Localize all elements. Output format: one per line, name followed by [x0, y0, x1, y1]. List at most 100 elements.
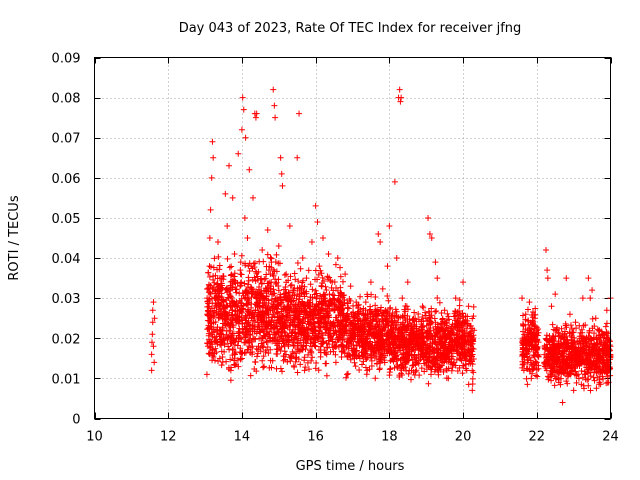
data-point [231, 302, 238, 309]
data-point [524, 381, 531, 388]
data-point [296, 313, 303, 320]
y-tick-label: 0 [72, 413, 80, 428]
data-point [368, 362, 375, 369]
data-point [240, 329, 247, 336]
x-tick-label: 14 [234, 430, 251, 445]
data-point [359, 324, 366, 331]
data-point [224, 312, 231, 319]
y-tick-label: 0.04 [52, 252, 81, 267]
data-point [368, 291, 375, 298]
data-point [247, 344, 254, 351]
data-point [322, 329, 329, 336]
x-tick-label: 22 [529, 430, 546, 445]
data-point [329, 336, 336, 343]
y-tick-label: 0.07 [52, 132, 81, 147]
data-point [302, 336, 309, 343]
data-point [236, 297, 243, 304]
data-point [308, 239, 315, 246]
data-point [253, 295, 260, 302]
data-point [415, 310, 422, 317]
data-point [234, 342, 241, 349]
data-point [432, 259, 439, 266]
data-point [590, 374, 597, 381]
data-point [249, 276, 256, 283]
data-point [351, 351, 358, 358]
data-point [213, 303, 220, 310]
data-point [207, 206, 214, 213]
data-point [338, 353, 345, 360]
data-point [425, 380, 432, 387]
data-point [373, 350, 380, 357]
data-point [220, 334, 227, 341]
data-point [322, 360, 329, 367]
data-point [233, 319, 240, 326]
data-point [284, 312, 291, 319]
data-point [357, 293, 364, 300]
data-point [264, 251, 271, 258]
data-point [310, 338, 317, 345]
data-point [277, 365, 284, 372]
data-points [148, 86, 614, 406]
data-point [432, 308, 439, 315]
data-point [275, 243, 282, 250]
data-point [375, 315, 382, 322]
data-point [218, 362, 225, 369]
data-point [566, 311, 573, 318]
data-point [312, 365, 319, 372]
data-point [563, 275, 570, 282]
data-point [298, 283, 305, 290]
data-point [384, 263, 391, 270]
data-point [227, 356, 234, 363]
y-tick-label: 0.01 [52, 372, 81, 387]
data-point [235, 363, 242, 370]
data-point [228, 263, 235, 270]
data-point [290, 362, 297, 369]
data-point [469, 387, 476, 394]
data-point [253, 330, 260, 337]
data-point [302, 346, 309, 353]
data-point [317, 292, 324, 299]
data-point [370, 316, 377, 323]
data-point [233, 289, 240, 296]
data-point [352, 363, 359, 370]
data-point [244, 306, 251, 313]
data-point [336, 298, 343, 305]
data-point [245, 319, 252, 326]
data-point [323, 372, 330, 379]
data-point [224, 222, 231, 229]
data-point [210, 284, 217, 291]
data-point [295, 322, 302, 329]
data-point [339, 342, 346, 349]
data-point [320, 291, 327, 298]
data-point [212, 300, 219, 307]
data-point [323, 308, 330, 315]
data-point [372, 375, 379, 382]
data-point [256, 303, 263, 310]
data-point [344, 300, 351, 307]
data-point [206, 351, 213, 358]
data-point [148, 351, 155, 358]
data-point [318, 270, 325, 277]
data-point [237, 335, 244, 342]
data-point [238, 271, 245, 278]
data-point [391, 178, 398, 185]
data-point [305, 366, 312, 373]
data-point [226, 162, 233, 169]
data-point [570, 387, 577, 394]
data-point [287, 358, 294, 365]
data-point [344, 354, 351, 361]
data-point [260, 353, 267, 360]
data-point [276, 329, 283, 336]
data-point [363, 356, 370, 363]
data-point [361, 345, 368, 352]
data-point [245, 281, 252, 288]
data-point [319, 280, 326, 287]
data-point [272, 337, 279, 344]
data-point [213, 281, 220, 288]
data-point [240, 106, 247, 113]
data-point [572, 319, 579, 326]
data-point [252, 114, 259, 121]
data-point [268, 364, 275, 371]
data-point [470, 303, 477, 310]
